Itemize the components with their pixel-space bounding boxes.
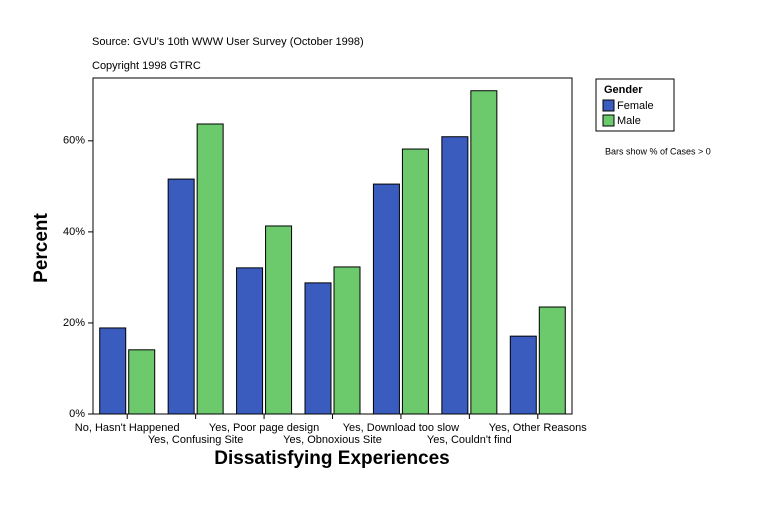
bar [470,90,498,415]
bar [167,178,195,415]
bar [99,327,127,415]
legend-title: Gender [604,84,643,96]
bar [128,349,156,415]
legend-label: Female [617,100,654,112]
note: Bars show % of Cases > 0 [605,146,711,156]
x-tick-label: Yes, Obnoxious Site [283,434,382,446]
bar [236,267,264,415]
y-tick-label: 60% [63,135,85,147]
source: Source: GVU's 10th WWW User Survey (Octo… [92,36,364,48]
legend-swatch [602,99,615,112]
x-tick-label: Yes, Other Reasons [489,422,588,434]
y-tick-label: 0% [69,408,85,420]
legend-label: Male [617,115,641,127]
bar [538,306,566,415]
plot-frame [92,77,573,415]
x-axis-title: Dissatisfying Experiences [214,448,450,469]
bar [509,335,537,415]
x-tick-label: Yes, Download too slow [343,422,459,434]
bar [265,225,293,415]
bar [333,266,361,415]
x-tick-label: Yes, Confusing Site [148,434,244,446]
x-tick-label: Yes, Couldn't find [427,434,512,446]
copyright: Copyright 1998 GTRC [92,60,201,72]
legend-swatch [602,114,615,127]
bar [401,148,429,415]
bar [304,282,332,415]
x-tick-label: No, Hasn't Happened [75,422,180,434]
bar [372,183,400,415]
bar [441,136,469,415]
y-tick-label: 40% [63,226,85,238]
bar [196,123,224,415]
y-axis-title: Percent [31,212,52,282]
y-tick-label: 20% [63,317,85,329]
x-tick-label: Yes, Poor page design [209,422,319,434]
